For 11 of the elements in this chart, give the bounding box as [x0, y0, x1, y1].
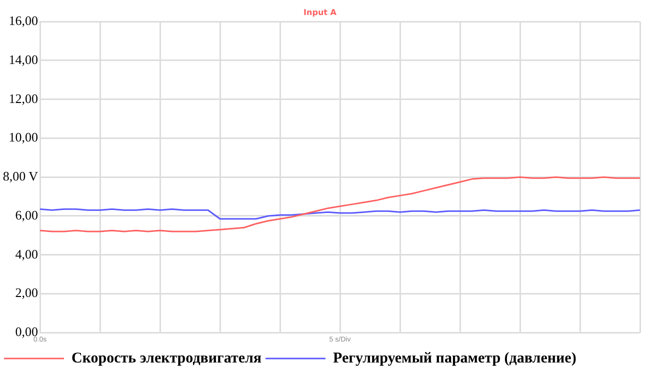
- chart-title: Input A: [304, 8, 338, 17]
- legend-label: Скорость электродвигателя: [72, 350, 262, 366]
- y-tick-label: 2,00: [15, 285, 38, 300]
- legend-label: Регулируемый параметр (давление): [333, 350, 576, 366]
- y-tick-label: 6,00: [15, 207, 38, 222]
- y-tick-label: 14,00: [8, 52, 38, 67]
- y-tick-label: 16,00: [8, 13, 38, 28]
- y-tick-label: 12,00: [8, 90, 38, 106]
- y-tick-label: 4,00: [15, 246, 38, 262]
- y-tick-label: 10,00: [8, 130, 38, 145]
- y-tick-label: 8,00 V: [2, 168, 39, 184]
